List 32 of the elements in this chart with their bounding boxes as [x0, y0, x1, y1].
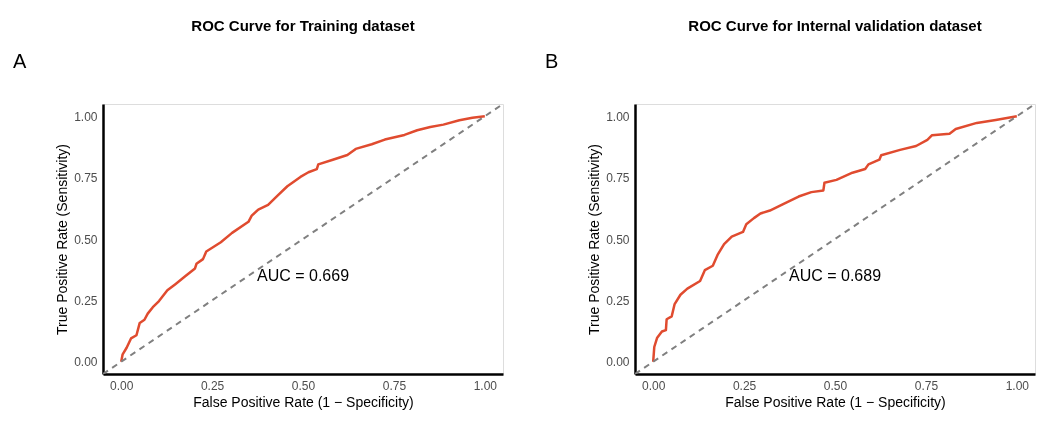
y-tick-label: 0.50	[74, 232, 98, 247]
x-tick-label: 0.25	[732, 378, 757, 393]
line-series	[119, 115, 487, 363]
y-tick-label: 0.00	[74, 355, 98, 370]
y-axis-title: True Positive Rate (Sensitivity)	[54, 144, 71, 335]
line-series	[651, 115, 1019, 363]
chart-title: ROC Curve for Training dataset	[191, 17, 415, 34]
x-tick-label: 0.00	[110, 378, 134, 393]
y-tick-label: 0.00	[606, 355, 630, 370]
x-tick-label: 0.00	[642, 378, 666, 393]
annotation: AUC = 0.669	[256, 267, 350, 284]
x-axis-title: False Positive Rate (1 − Specificity)	[725, 393, 946, 410]
x-tick-label: 1.00	[1005, 378, 1030, 393]
y-tick-label: 0.25	[606, 293, 630, 308]
x-tick-label: 0.50	[291, 378, 316, 393]
text: A	[13, 50, 27, 72]
annotation: AUC = 0.689	[788, 267, 882, 284]
y-tick-label: 0.25	[74, 293, 98, 308]
text: B	[545, 50, 559, 72]
x-tick-label: 0.25	[200, 378, 225, 393]
y-tick-label: 0.75	[606, 171, 630, 186]
y-axis-title: True Positive Rate (Sensitivity)	[586, 144, 603, 335]
y-tick-label: 0.75	[74, 171, 98, 186]
x-tick-label: 0.75	[382, 378, 407, 393]
x-tick-label: 1.00	[473, 378, 498, 393]
y-tick-label: 1.00	[74, 109, 98, 124]
x-tick-label: 0.50	[823, 378, 848, 393]
x-axis-title: False Positive Rate (1 − Specificity)	[193, 393, 414, 410]
x-tick-label: 0.75	[914, 378, 939, 393]
chart-title: ROC Curve for Internal validation dataset	[688, 17, 982, 34]
y-tick-label: 1.00	[606, 109, 630, 124]
y-tick-label: 0.50	[606, 232, 630, 247]
